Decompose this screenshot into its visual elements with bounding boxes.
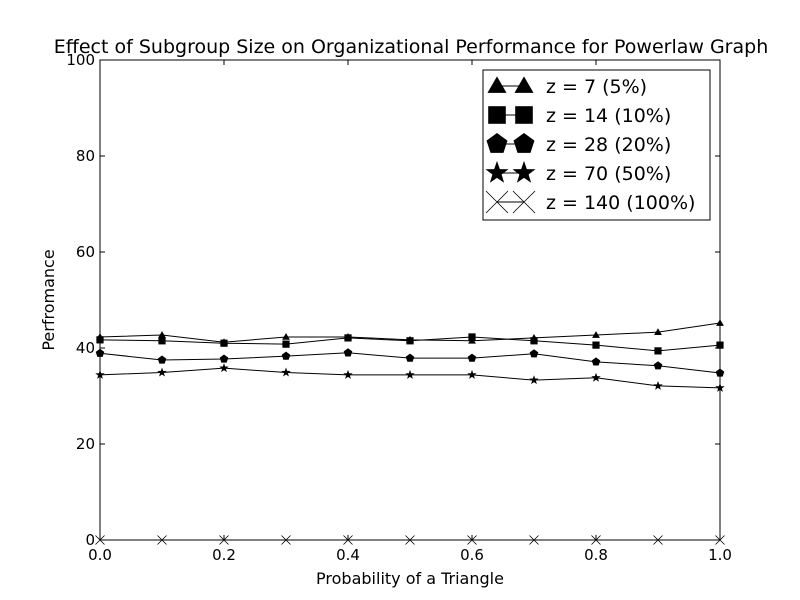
legend-marker <box>512 190 536 214</box>
data-point <box>158 331 166 338</box>
legend-marker <box>515 106 533 124</box>
data-point <box>467 369 477 379</box>
y-tick-label: 0 <box>85 531 95 549</box>
data-point <box>529 375 539 385</box>
data-point <box>157 355 167 364</box>
data-point <box>468 333 476 341</box>
y-tick-label: 100 <box>66 51 95 69</box>
legend-item: z = 28 (20%) <box>486 133 671 156</box>
data-point <box>282 333 290 340</box>
legend-label: z = 140 (100%) <box>546 192 695 214</box>
y-tick-label: 20 <box>76 435 95 453</box>
y-tick-label: 40 <box>76 339 95 357</box>
plot-area <box>95 319 725 545</box>
data-point <box>530 337 538 345</box>
data-point <box>158 337 166 345</box>
data-point <box>281 367 291 377</box>
legend-label: z = 28 (20%) <box>546 134 671 156</box>
legend-marker <box>514 76 534 93</box>
legend-marker <box>512 160 536 183</box>
data-point <box>591 357 601 366</box>
legend-item: z = 14 (10%) <box>488 105 671 127</box>
y-tick-label: 80 <box>76 147 95 165</box>
x-tick-label: 0.4 <box>336 546 360 564</box>
legend: z = 7 (5%) z = 14 (10%) z = 28 (20%) z = 70… <box>482 69 711 221</box>
legend-marker <box>488 106 506 124</box>
series-pentagon <box>95 348 725 377</box>
data-point <box>405 353 415 362</box>
legend-marker <box>487 76 507 93</box>
data-point <box>529 349 539 358</box>
legend-item: z = 7 (5%) <box>487 76 647 98</box>
legend-marker <box>485 160 509 183</box>
data-point <box>653 361 663 370</box>
legend-marker <box>485 190 509 214</box>
series-star <box>95 363 725 392</box>
data-point <box>653 380 663 390</box>
legend-marker <box>513 133 535 153</box>
x-tick-label: 0.2 <box>212 546 236 564</box>
data-point <box>344 334 352 342</box>
data-point <box>220 339 228 347</box>
data-point <box>406 337 414 345</box>
y-tick-label: 60 <box>76 243 95 261</box>
x-tick-label: 0.0 <box>88 546 112 564</box>
data-point <box>343 369 353 379</box>
axes-frame <box>99 59 721 541</box>
data-point <box>467 353 477 362</box>
x-tick-label: 0.8 <box>584 546 608 564</box>
data-point <box>654 328 662 335</box>
legend-label: z = 7 (5%) <box>546 76 647 98</box>
data-point <box>654 347 662 355</box>
legend-marker <box>486 133 508 153</box>
data-point <box>592 331 600 338</box>
data-point <box>282 340 290 348</box>
data-point <box>405 369 415 379</box>
legend-label: z = 70 (50%) <box>546 163 671 185</box>
x-axis-label: Probability of a Triangle <box>316 569 504 588</box>
y-axis-label: Perfromance <box>39 249 58 350</box>
data-point <box>157 367 167 377</box>
data-point <box>343 348 353 357</box>
data-point <box>219 354 229 363</box>
x-tick-label: 0.6 <box>460 546 484 564</box>
x-tick-label: 1.0 <box>708 546 732 564</box>
data-point <box>591 372 601 382</box>
data-point <box>281 351 291 360</box>
legend-item: z = 70 (50%) <box>485 160 671 185</box>
data-point <box>219 363 229 373</box>
legend-item: z = 140 (100%) <box>485 190 695 214</box>
legend-label: z = 14 (10%) <box>546 105 671 127</box>
chart-title: Effect of Subgroup Size on Organizationa… <box>54 36 768 58</box>
data-point <box>592 341 600 349</box>
